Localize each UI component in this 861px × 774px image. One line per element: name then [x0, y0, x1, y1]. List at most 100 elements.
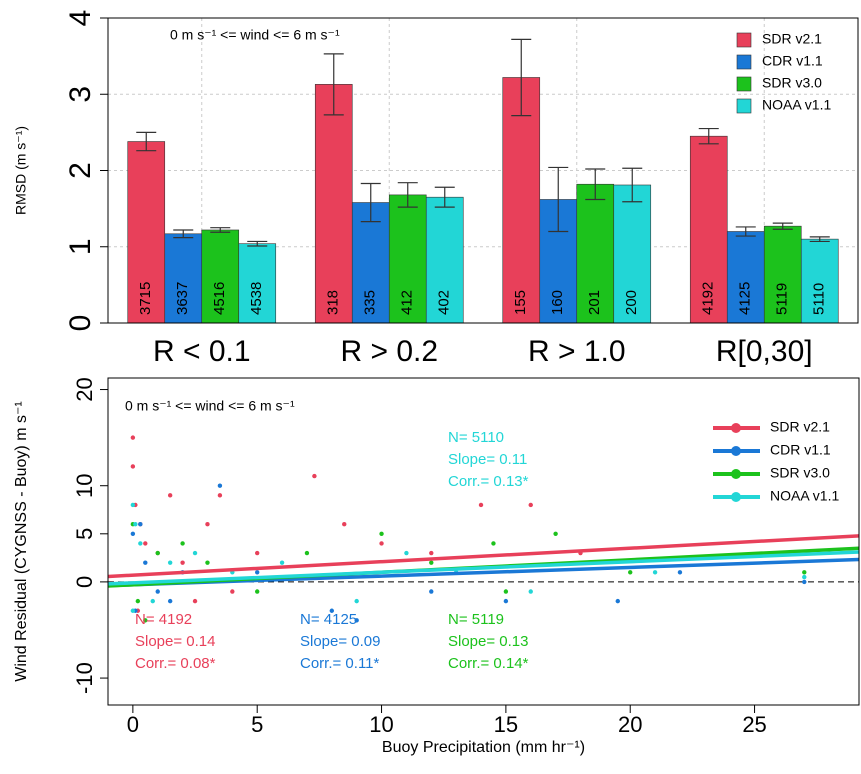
scatter-point — [217, 483, 223, 488]
fit-line — [107, 550, 860, 586]
bar — [613, 184, 652, 324]
y-tick-label: 0 — [72, 576, 97, 588]
legend-dot — [731, 469, 741, 479]
stats-label: N= 5110 — [448, 429, 504, 446]
bar — [800, 238, 839, 324]
scatter-point — [379, 531, 384, 537]
scatter-point — [354, 618, 359, 623]
stats-label: Slope= 0.14 — [135, 633, 216, 650]
x-axis-label: Buoy Precipitation (mm hr⁻¹) — [382, 739, 585, 756]
y-tick-label: 0 — [64, 315, 97, 332]
scatter-point — [478, 502, 484, 508]
legend-swatch — [736, 54, 752, 70]
legend-dot — [731, 423, 741, 433]
count-label: 160 — [549, 290, 566, 315]
x-tick-label: 20 — [618, 712, 642, 737]
scatter-point — [802, 570, 807, 575]
scatter-point — [429, 589, 434, 594]
scatter-point — [503, 598, 509, 604]
stats-label: Corr.= 0.11* — [300, 655, 380, 672]
scatter-point — [167, 493, 173, 498]
count-label: 4538 — [248, 282, 265, 315]
scatter-point — [133, 521, 138, 527]
scatter-point — [138, 541, 143, 546]
x-tick-label: R[0,30] — [716, 335, 813, 368]
stats-label: N= 4192 — [135, 611, 192, 628]
scatter-point — [192, 550, 198, 556]
x-tick-label: R > 0.2 — [340, 335, 438, 368]
legend-label: SDR v3.0 — [762, 75, 822, 91]
scatter-point — [802, 574, 807, 580]
x-tick-label: 0 — [127, 712, 139, 737]
legend-label: NOAA v1.1 — [762, 97, 831, 113]
y-tick-label: 20 — [72, 377, 97, 401]
legend-label: CDR v1.1 — [762, 53, 823, 69]
scatter-point — [255, 589, 260, 594]
y-tick-label: 10 — [72, 473, 97, 497]
count-label: 200 — [623, 290, 640, 315]
scatter-point — [429, 560, 434, 565]
legend-label: NOAA v1.1 — [770, 488, 839, 504]
scatter-point — [192, 598, 198, 604]
scatter-point — [553, 531, 558, 537]
bar — [388, 194, 427, 324]
scatter-point — [130, 608, 136, 613]
scatter-point — [155, 589, 160, 594]
scatter-point — [143, 618, 148, 623]
bar — [576, 183, 615, 324]
x-tick-label: 5 — [251, 712, 263, 737]
count-label: 318 — [325, 290, 342, 315]
x-tick-label: R < 0.1 — [153, 335, 251, 368]
count-label: 4516 — [211, 282, 228, 315]
scatter-point — [491, 541, 496, 546]
scatter-point — [615, 598, 620, 604]
scatter-point — [135, 598, 141, 604]
count-label: 5110 — [811, 283, 828, 315]
scatter-point — [205, 560, 210, 565]
scatter-point — [155, 550, 160, 556]
scatter-point — [180, 560, 185, 565]
legend-label: SDR v3.0 — [770, 465, 830, 481]
y-axis-label: RMSD (m s⁻¹) — [13, 126, 29, 215]
annotation: 0 m s⁻¹ <= wind <= 6 m s⁻¹ — [125, 398, 295, 414]
legend-label: SDR v2.1 — [770, 419, 830, 435]
scatter-point — [528, 502, 533, 508]
plot-frame — [107, 377, 860, 706]
x-tick-label: 10 — [369, 712, 393, 737]
legend-swatch — [736, 98, 752, 114]
bar — [314, 84, 353, 324]
stats-label: Corr.= 0.08* — [135, 655, 216, 672]
legend-label: SDR v2.1 — [762, 31, 822, 47]
count-label: 155 — [512, 290, 529, 315]
stats-label: Corr.= 0.14* — [448, 655, 529, 672]
scatter-point — [677, 570, 683, 575]
x-tick-label: R > 1.0 — [528, 335, 626, 368]
legend-dot — [731, 492, 741, 502]
count-label: 335 — [362, 290, 379, 315]
scatter-point — [528, 589, 533, 594]
scatter-point — [652, 570, 658, 575]
y-tick-label: 3 — [64, 86, 97, 103]
scatter-point — [180, 541, 185, 546]
bar — [726, 231, 765, 324]
scatter-point — [255, 570, 260, 575]
scatter-point — [143, 560, 148, 565]
legend-dot — [731, 446, 741, 456]
count-label: 3715 — [137, 282, 154, 315]
legend-swatch — [736, 76, 752, 92]
y-axis-label: Wind Residual (CYGNSS - Buoy) m s⁻¹ — [13, 401, 30, 682]
scatter-point — [342, 521, 347, 527]
legend-swatch — [736, 32, 752, 48]
y-tick-label: 4 — [64, 10, 97, 27]
scatter-point — [130, 531, 136, 537]
scatter-point — [217, 493, 223, 498]
y-tick-label: 1 — [64, 238, 97, 255]
count-label: 5119 — [774, 283, 791, 315]
scatter-point — [304, 550, 310, 556]
fit-line — [107, 534, 860, 579]
stats-label: Corr.= 0.13* — [448, 473, 529, 490]
count-label: 201 — [586, 290, 603, 315]
count-label: 4192 — [700, 282, 717, 315]
bar — [238, 243, 277, 324]
